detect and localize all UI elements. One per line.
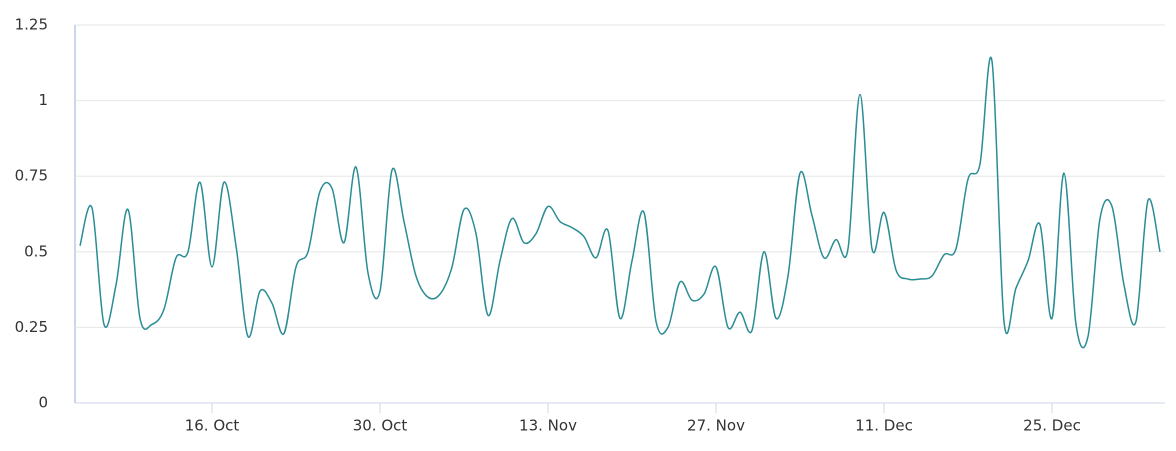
y-tick-label: 0.5 xyxy=(24,242,48,260)
x-tick-label: 25. Dec xyxy=(1023,417,1081,435)
x-tick-label: 27. Nov xyxy=(687,417,745,435)
y-tick-label: 0 xyxy=(38,394,48,412)
x-tick-label: 30. Oct xyxy=(353,417,408,435)
x-tick-label: 13. Nov xyxy=(519,417,577,435)
y-tick-label: 1 xyxy=(38,91,48,109)
y-tick-label: 0.25 xyxy=(15,318,48,336)
line-series xyxy=(79,56,1161,349)
x-tick-label: 16. Oct xyxy=(185,417,240,435)
x-tick-label: 11. Dec xyxy=(855,417,913,435)
y-tick-label: 1.25 xyxy=(15,16,48,34)
y-tick-label: 0.75 xyxy=(15,167,48,185)
